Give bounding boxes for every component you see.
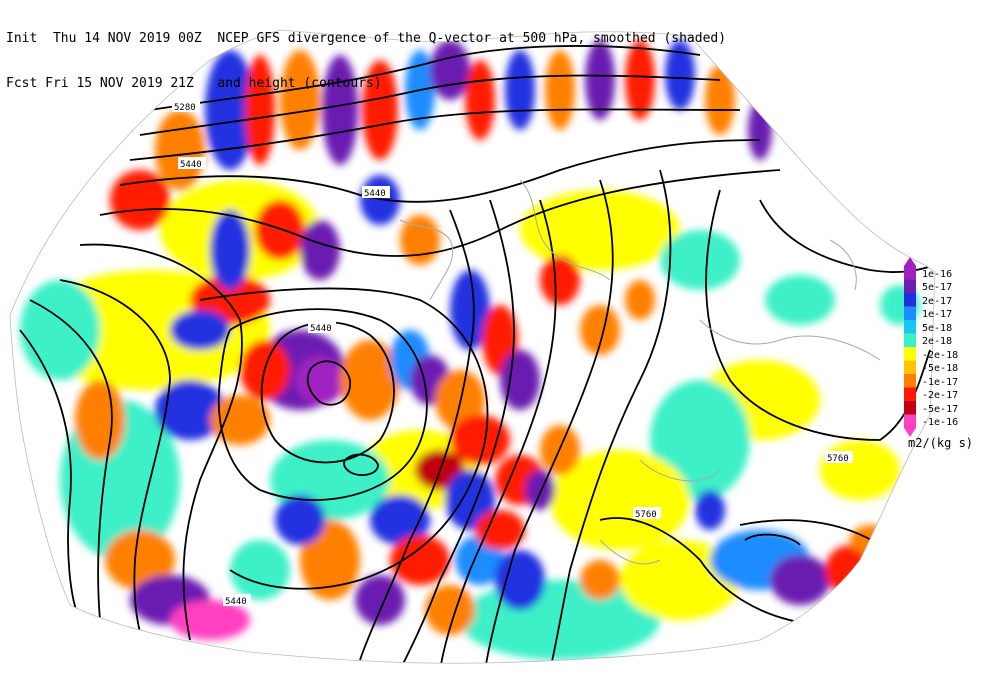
init-time: Init Thu 14 NOV 2019 00Z (6, 31, 202, 46)
contour-label-5440-d: 5440 (225, 597, 247, 607)
legend-swatch (904, 320, 916, 334)
height-contours (19, 45, 935, 664)
legend-swatch (904, 414, 916, 429)
legend-label: 2e-17 (922, 295, 953, 307)
header-line-1: Init Thu 14 NOV 2019 00Z NCEP GFS diverg… (6, 31, 726, 46)
legend-swatch (904, 374, 916, 388)
legend-label: -2e-18 (922, 349, 959, 361)
contour-labels: 5280 5440 5440 5440 5440 5760 5760 (172, 100, 853, 607)
legend-arrow-top (904, 257, 916, 266)
legend-swatch (904, 387, 916, 402)
legend-label: -1e-17 (922, 376, 959, 388)
header: Init Thu 14 NOV 2019 00Z NCEP GFS diverg… (6, 1, 726, 106)
contour-label-5440-a: 5440 (180, 160, 202, 170)
legend-swatch (904, 279, 916, 294)
legend-label: -5e-17 (922, 403, 959, 415)
legend-label: 2e-18 (922, 336, 953, 347)
contour-label-5760-b: 5760 (635, 510, 657, 520)
contour-label-5440-c: 5440 (310, 324, 332, 334)
legend-label: -2e-17 (922, 390, 959, 401)
map-subtitle: and height (contours) (217, 76, 382, 91)
legend-swatch (904, 333, 916, 348)
forecast-time: Fcst Fri 15 NOV 2019 21Z (6, 76, 194, 91)
contour-label-5440-b: 5440 (364, 189, 386, 199)
legend-swatch (904, 347, 916, 361)
contour-label-5760-a: 5760 (827, 454, 849, 464)
legend-label: 5e-18 (922, 322, 953, 334)
legend-swatch (904, 293, 916, 307)
legend-label: 1e-16 (922, 268, 953, 280)
legend-swatch (904, 266, 916, 280)
legend-label: 5e-17 (922, 282, 953, 293)
map-domain-outline (9, 29, 936, 664)
legend-label: 1e-17 (922, 309, 953, 320)
header-line-2: Fcst Fri 15 NOV 2019 21Z and height (con… (6, 76, 726, 91)
coastlines (399, 179, 881, 565)
legend-swatch (904, 360, 916, 375)
contour-label-5280: 5280 (174, 103, 196, 113)
map-title: NCEP GFS divergence of the Q-vector at 5… (217, 31, 727, 46)
legend-swatch (904, 401, 916, 415)
legend-swatch (904, 306, 916, 321)
legend-units: m2/(kg s) (908, 436, 974, 450)
legend-arrow-bottom (904, 428, 916, 437)
legend-label: -1e-16 (922, 417, 959, 428)
color-legend: 1e-16 5e-17 2e-17 1e-17 5e-18 2e-18 -2e-18 -5e-… (900, 256, 1000, 456)
legend-label: -5e-18 (922, 363, 959, 374)
legend-colorbar (904, 257, 916, 437)
